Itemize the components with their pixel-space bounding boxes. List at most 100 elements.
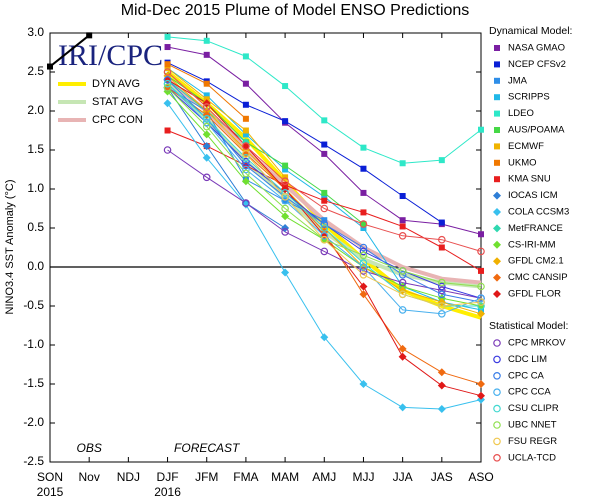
legend-marker xyxy=(494,61,500,68)
observed-point xyxy=(86,32,93,39)
model-point xyxy=(164,127,171,134)
legend-label: UBC NNET xyxy=(508,420,557,431)
model-point xyxy=(282,118,289,125)
logo: IRI/CPC xyxy=(58,39,163,72)
model-point xyxy=(241,177,250,186)
legend-label: NASA GMAO xyxy=(508,43,565,54)
model-point xyxy=(203,80,210,87)
legend-marker xyxy=(494,45,500,51)
model-point xyxy=(282,197,289,204)
model-point xyxy=(242,165,250,174)
legend-marker xyxy=(493,388,501,397)
legend-marker xyxy=(493,191,501,200)
plot-frame xyxy=(49,32,482,463)
model-point xyxy=(478,126,484,133)
model-point xyxy=(477,247,485,256)
model-point xyxy=(321,217,328,224)
model-point xyxy=(398,403,407,412)
legend-label: CS-IRI-MM xyxy=(508,239,556,250)
model-point xyxy=(202,130,211,139)
y-tick-label: -2.5 xyxy=(23,454,44,468)
model-point xyxy=(398,306,407,314)
legend-label: CPC CCA xyxy=(508,387,551,398)
model-point xyxy=(242,161,250,170)
model-point xyxy=(320,204,329,213)
x-tick-label: Nov xyxy=(79,470,100,484)
model-point xyxy=(203,92,210,99)
model-point xyxy=(242,157,250,166)
model-point xyxy=(359,290,368,299)
model-point xyxy=(438,278,446,287)
model-point xyxy=(320,232,329,240)
model-point xyxy=(281,228,289,236)
model-point xyxy=(360,209,367,216)
model-point xyxy=(321,117,328,124)
y-tick-label: 2.5 xyxy=(27,64,44,78)
legend-marker xyxy=(494,94,500,101)
model-point xyxy=(477,309,485,318)
y-tick-label: -1.0 xyxy=(23,337,44,351)
y-tick-label: 3.0 xyxy=(27,25,44,39)
legend-label: CPC MRKOV xyxy=(508,338,566,349)
legend-marker xyxy=(493,371,501,380)
model-point xyxy=(320,333,329,342)
model-point xyxy=(320,220,329,228)
model-point xyxy=(242,131,249,138)
y-tick-label: 1.0 xyxy=(27,181,44,195)
model-line xyxy=(167,62,443,223)
legend-marker xyxy=(493,290,501,298)
model-point xyxy=(398,267,407,275)
x-tick-label: MJJ xyxy=(352,470,374,484)
model-line xyxy=(167,71,482,307)
model-point xyxy=(281,212,290,221)
legend-marker xyxy=(493,240,501,249)
model-point xyxy=(398,344,407,353)
y-tick-label: -0.5 xyxy=(23,298,44,312)
model-point xyxy=(477,298,485,306)
model-point xyxy=(478,267,484,274)
legend-label: CPC CA xyxy=(508,370,545,381)
model-point xyxy=(282,83,289,90)
model-point xyxy=(398,278,407,287)
model-point xyxy=(438,235,446,244)
model-point xyxy=(164,33,171,40)
legend-label: DYN AVG xyxy=(92,78,140,90)
model-point xyxy=(282,174,289,181)
legend-label: JMA xyxy=(508,75,528,86)
model-point xyxy=(281,177,289,186)
model-point xyxy=(399,193,406,200)
model-point xyxy=(163,99,172,108)
legend-marker xyxy=(494,159,500,166)
model-point xyxy=(241,200,250,209)
legend-label: GFDL FLOR xyxy=(508,289,561,300)
model-point xyxy=(202,153,211,162)
legend-label: UKMO xyxy=(508,157,537,168)
annotation: OBS xyxy=(77,441,102,455)
x-tick-label: AMJ xyxy=(312,470,336,484)
model-point xyxy=(202,115,211,123)
model-point xyxy=(320,235,329,244)
legend-label: ECMWF xyxy=(508,141,544,152)
model-point xyxy=(359,267,368,275)
legend-label: KMA SNU xyxy=(508,174,551,185)
model-line xyxy=(167,67,286,178)
model-point xyxy=(438,309,446,318)
y-tick-label: 1.5 xyxy=(27,142,44,156)
legend-label: GFDL CM2.1 xyxy=(508,256,564,267)
legend-label: COLA CCSM3 xyxy=(508,207,569,218)
model-point xyxy=(399,160,406,167)
model-point xyxy=(321,141,328,148)
model-point xyxy=(399,217,406,224)
model-line xyxy=(167,87,286,229)
model-point xyxy=(477,282,485,291)
model-point xyxy=(321,189,328,196)
model-point xyxy=(477,380,485,388)
model-point xyxy=(398,352,407,361)
legend-marker xyxy=(494,110,500,117)
model-point xyxy=(242,53,249,60)
model-point xyxy=(164,65,171,72)
model-point xyxy=(164,61,171,68)
legend-label: AUS/POAMA xyxy=(508,125,565,136)
model-point xyxy=(477,302,485,310)
legend-label: MetFRANCE xyxy=(508,223,563,234)
